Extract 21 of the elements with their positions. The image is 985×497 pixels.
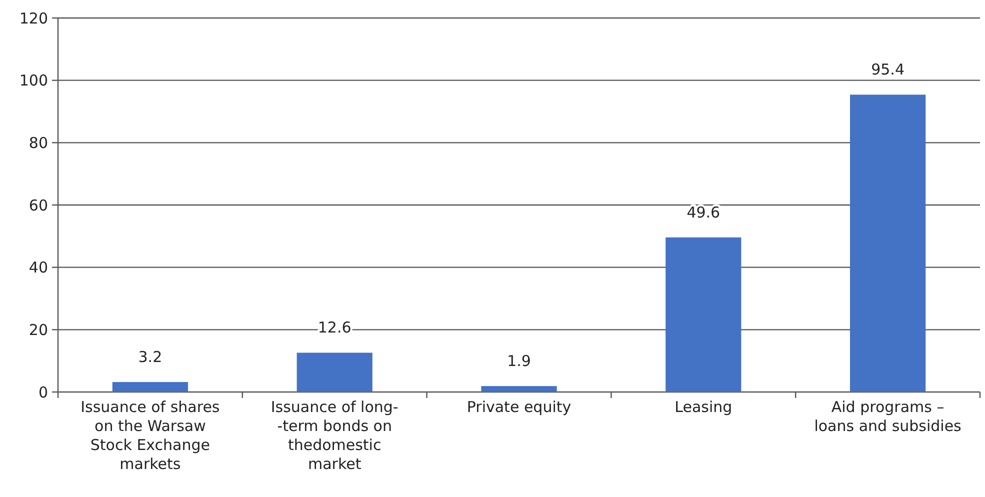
x-tick-label: Issuance of shares on the Warsaw Stock Exchange markets bbox=[80, 398, 220, 473]
y-tick-label: 100 bbox=[19, 72, 48, 90]
data-label: 3.2 bbox=[138, 348, 162, 366]
data-label: 1.9 bbox=[507, 352, 531, 370]
bar bbox=[112, 382, 188, 392]
x-tick-label: Private equity bbox=[466, 398, 572, 416]
x-tick-label: Aid programs – loans and subsidies bbox=[814, 398, 962, 435]
y-tick-label: 40 bbox=[28, 258, 48, 277]
y-tick-label: 0 bbox=[38, 383, 48, 402]
x-tick-label: Leasing bbox=[674, 398, 732, 416]
y-tick-label: 80 bbox=[28, 134, 48, 152]
y-tick-label: 20 bbox=[28, 320, 48, 339]
y-tick-label: 120 bbox=[19, 9, 48, 28]
bar bbox=[850, 94, 926, 392]
bar bbox=[481, 386, 557, 392]
bar bbox=[666, 237, 742, 392]
bar bbox=[296, 352, 372, 392]
data-label: 49.6 bbox=[686, 203, 720, 222]
data-label: 95.4 bbox=[871, 60, 905, 79]
y-tick-label: 60 bbox=[28, 196, 48, 214]
x-tick-label: Issuance of long- -term bonds on thedomestic market bbox=[270, 398, 398, 473]
